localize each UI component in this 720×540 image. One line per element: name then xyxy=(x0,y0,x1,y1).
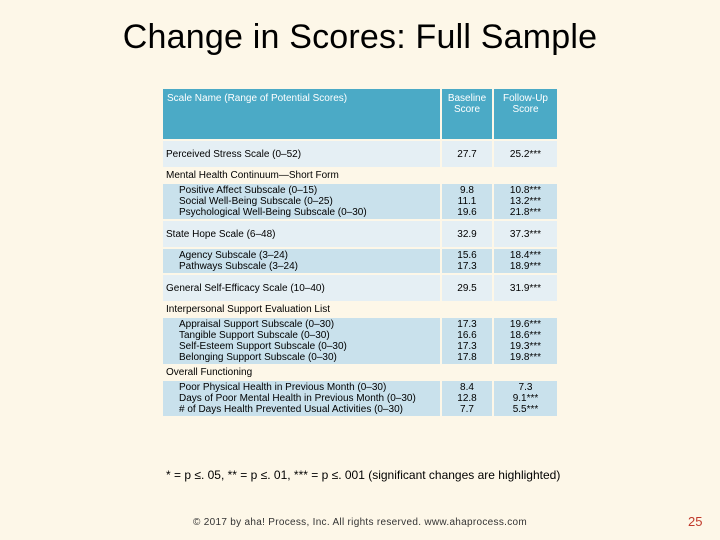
page-number: 25 xyxy=(688,514,703,529)
table-row: Positive Affect Subscale (0–15) Social W… xyxy=(163,182,557,220)
subscale-label: Belonging Support Subscale (0–30) xyxy=(179,352,337,363)
followup-values: 18.4*** 18.9*** xyxy=(492,247,557,274)
subscale-label: Self-Esteem Support Subscale (0–30) xyxy=(179,341,347,352)
group-label: Interpersonal Support Evaluation List xyxy=(163,301,557,317)
followup-value: 31.9*** xyxy=(492,273,557,302)
baseline-value: 17.3 xyxy=(457,341,477,352)
followup-values: 10.8*** 13.2*** 21.8*** xyxy=(492,182,557,220)
scores-table: Scale Name (Range of Potential Scores) B… xyxy=(163,89,557,416)
baseline-value: 15.6 xyxy=(457,250,477,261)
table-row: State Hope Scale (6–48) 32.9 37.3*** xyxy=(163,219,557,248)
baseline-value: 19.6 xyxy=(457,207,477,218)
scores-table-container: Scale Name (Range of Potential Scores) B… xyxy=(163,89,557,416)
followup-value: 18.4*** xyxy=(509,250,542,261)
subscale-label: Tangible Support Subscale (0–30) xyxy=(179,330,330,341)
baseline-value: 32.9 xyxy=(440,219,493,248)
baseline-value: 17.3 xyxy=(457,261,477,272)
followup-value: 9.1*** xyxy=(512,393,539,404)
group-row: Mental Health Continuum—Short Form xyxy=(163,167,557,183)
subscale-label: Social Well-Being Subscale (0–25) xyxy=(179,196,333,207)
baseline-values: 15.6 17.3 xyxy=(440,247,493,274)
subscale-label: # of Days Health Prevented Usual Activit… xyxy=(179,404,403,415)
subscale-label: Pathways Subscale (3–24) xyxy=(179,261,298,272)
baseline-value: 12.8 xyxy=(457,393,477,404)
followup-values: 7.3 9.1*** 5.5*** xyxy=(492,379,557,416)
group-row: Overall Functioning xyxy=(163,364,557,380)
baseline-value: 16.6 xyxy=(457,330,477,341)
subscale-label: Positive Affect Subscale (0–15) xyxy=(179,185,318,196)
significance-note: * = p ≤. 05, ** = p ≤. 01, *** = p ≤. 00… xyxy=(166,468,561,482)
subscale-label: Days of Poor Mental Health in Previous M… xyxy=(179,393,416,404)
table-header-row: Scale Name (Range of Potential Scores) B… xyxy=(163,89,557,140)
subscale-labels: Appraisal Support Subscale (0–30) Tangib… xyxy=(163,316,441,365)
row-label: State Hope Scale (6–48) xyxy=(163,219,441,248)
group-row: Interpersonal Support Evaluation List xyxy=(163,301,557,317)
followup-value: 13.2*** xyxy=(509,196,542,207)
followup-value: 19.8*** xyxy=(509,352,542,363)
subscale-labels: Agency Subscale (3–24) Pathways Subscale… xyxy=(163,247,441,274)
header-followup: Follow-Up Score xyxy=(493,89,557,140)
subscale-label: Psychological Well-Being Subscale (0–30) xyxy=(179,207,367,218)
baseline-value: 11.1 xyxy=(457,196,477,207)
followup-value: 10.8*** xyxy=(509,185,542,196)
baseline-value: 17.3 xyxy=(457,319,477,330)
baseline-value: 7.7 xyxy=(460,404,474,415)
table-row: General Self-Efficacy Scale (10–40) 29.5… xyxy=(163,273,557,302)
row-label: General Self-Efficacy Scale (10–40) xyxy=(163,273,441,302)
header-baseline: Baseline Score xyxy=(441,89,494,140)
table-row: Agency Subscale (3–24) Pathways Subscale… xyxy=(163,247,557,274)
slide-title: Change in Scores: Full Sample xyxy=(122,18,598,56)
followup-value: 19.3*** xyxy=(509,341,542,352)
table-row: Poor Physical Health in Previous Month (… xyxy=(163,379,557,416)
row-label: Perceived Stress Scale (0–52) xyxy=(163,139,441,168)
followup-values: 19.6*** 18.6*** 19.3*** 19.8*** xyxy=(492,316,557,365)
followup-value: 5.5*** xyxy=(512,404,539,415)
copyright-footer: © 2017 by aha! Process, Inc. All rights … xyxy=(192,517,528,528)
baseline-value: 8.4 xyxy=(460,382,474,393)
followup-value: 18.6*** xyxy=(509,330,542,341)
subscale-labels: Poor Physical Health in Previous Month (… xyxy=(163,379,441,416)
table-row: Appraisal Support Subscale (0–30) Tangib… xyxy=(163,316,557,365)
baseline-values: 17.3 16.6 17.3 17.8 xyxy=(440,316,493,365)
subscale-label: Poor Physical Health in Previous Month (… xyxy=(179,382,387,393)
group-label: Mental Health Continuum—Short Form xyxy=(163,167,557,183)
followup-value: 37.3*** xyxy=(492,219,557,248)
baseline-value: 29.5 xyxy=(440,273,493,302)
followup-value: 19.6*** xyxy=(509,319,542,330)
followup-value: 7.3 xyxy=(518,382,533,393)
header-scale-name: Scale Name (Range of Potential Scores) xyxy=(163,89,442,140)
followup-value: 21.8*** xyxy=(509,207,542,218)
subscale-labels: Positive Affect Subscale (0–15) Social W… xyxy=(163,182,441,220)
baseline-values: 9.8 11.1 19.6 xyxy=(440,182,493,220)
followup-value: 18.9*** xyxy=(509,261,542,272)
table-row: Perceived Stress Scale (0–52) 27.7 25.2*… xyxy=(163,139,557,168)
subscale-label: Appraisal Support Subscale (0–30) xyxy=(179,319,335,330)
baseline-value: 17.8 xyxy=(457,352,477,363)
baseline-values: 8.4 12.8 7.7 xyxy=(440,379,493,416)
baseline-value: 9.8 xyxy=(460,185,474,196)
followup-value: 25.2*** xyxy=(492,139,557,168)
subscale-label: Agency Subscale (3–24) xyxy=(179,250,288,261)
baseline-value: 27.7 xyxy=(440,139,493,168)
group-label: Overall Functioning xyxy=(163,364,557,380)
